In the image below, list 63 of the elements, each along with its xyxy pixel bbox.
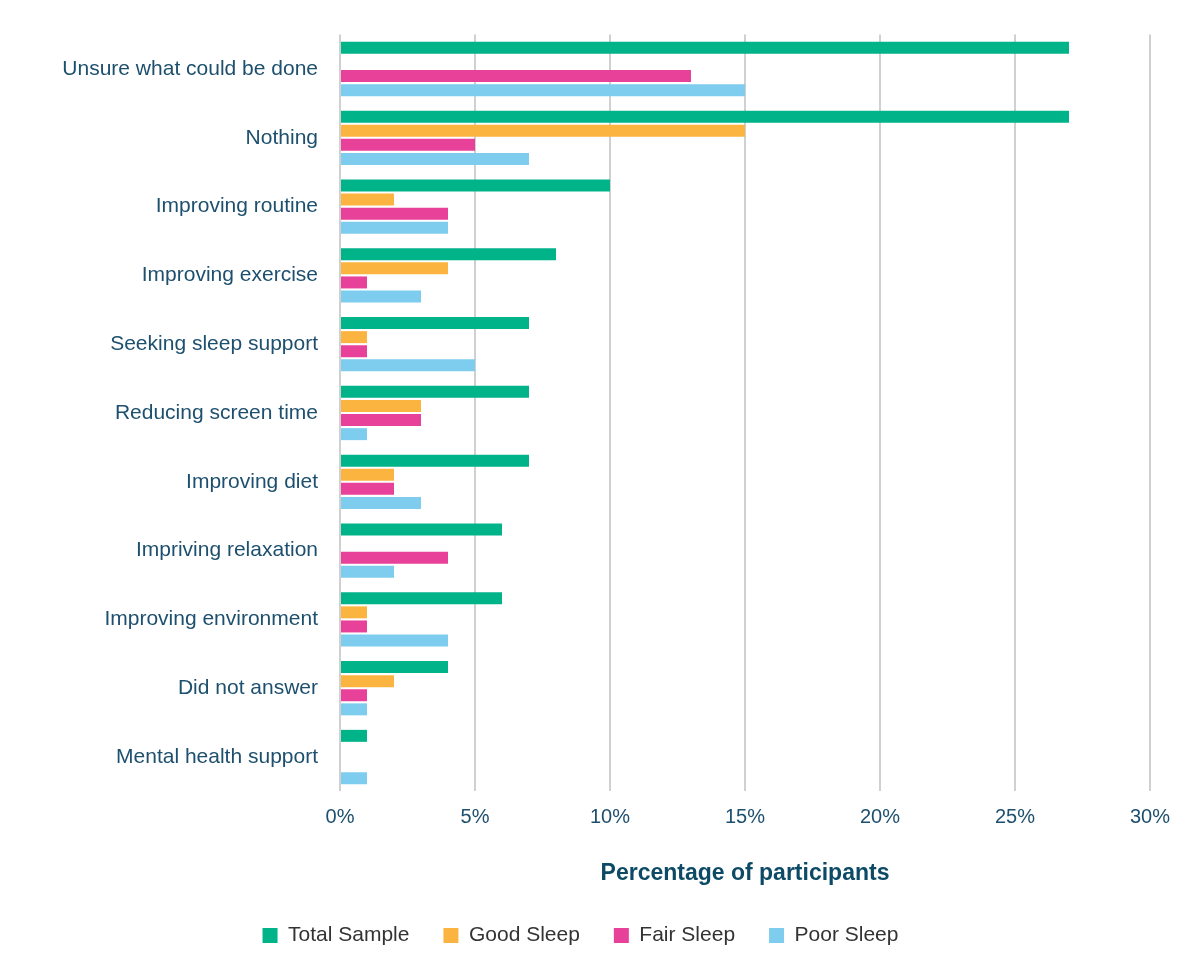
bar xyxy=(341,399,421,412)
bar xyxy=(341,661,448,674)
bar xyxy=(341,331,367,344)
x-axis-title: Percentage of participants xyxy=(600,858,890,885)
y-tick-label: Seeking sleep support xyxy=(110,331,319,354)
y-tick-label: Unsure what could be done xyxy=(62,55,318,79)
bar xyxy=(341,248,556,261)
y-tick-label: Improving diet xyxy=(186,468,319,492)
bar xyxy=(341,689,367,702)
bar xyxy=(341,468,394,481)
bar xyxy=(341,729,367,742)
bar xyxy=(341,496,421,509)
y-tick-label: Nothing xyxy=(245,124,318,148)
bar xyxy=(341,772,367,785)
bar xyxy=(341,428,367,441)
bar xyxy=(341,70,691,83)
x-tick-label: 0% xyxy=(325,804,355,827)
y-tick-label: Impriving relaxation xyxy=(135,537,318,561)
x-tick-label: 30% xyxy=(1129,804,1171,827)
bar xyxy=(341,414,421,427)
bar xyxy=(341,359,475,372)
bar xyxy=(341,675,394,688)
bar xyxy=(341,124,745,137)
bar xyxy=(341,454,529,467)
bar xyxy=(341,606,367,619)
bar xyxy=(341,551,448,564)
y-tick-label: Mental health support xyxy=(116,743,319,767)
bar xyxy=(341,634,448,647)
x-tick-label: 20% xyxy=(859,804,901,827)
bar xyxy=(341,317,529,330)
bar xyxy=(341,592,502,605)
bar xyxy=(341,523,502,536)
x-tick-label: 15% xyxy=(724,804,766,827)
legend-label: Poor Sleep xyxy=(794,922,899,946)
bar xyxy=(341,620,367,633)
bar xyxy=(341,290,421,303)
legend-label: Total Sample xyxy=(288,922,410,946)
bar xyxy=(341,345,367,358)
bar xyxy=(341,41,1069,54)
x-tick-label: 25% xyxy=(994,804,1036,827)
y-tick-label: Reducing screen time xyxy=(114,399,318,423)
bar xyxy=(341,152,529,165)
y-tick-label: Improving exercise xyxy=(141,262,318,286)
bar xyxy=(341,84,745,97)
legend-label: Good Sleep xyxy=(468,922,580,946)
bar xyxy=(341,179,610,192)
y-tick-label: Did not answer xyxy=(177,675,318,698)
bar xyxy=(341,703,367,716)
x-tick-label: 5% xyxy=(460,804,490,827)
x-tick-label: 10% xyxy=(589,804,631,827)
y-tick-label: Improving routine xyxy=(155,193,318,217)
bar xyxy=(341,262,448,275)
bar xyxy=(341,138,475,151)
legend-label: Fair Sleep xyxy=(639,922,736,946)
bar xyxy=(341,385,529,398)
bar xyxy=(341,207,448,220)
bar xyxy=(341,193,394,206)
bar xyxy=(341,276,367,289)
bar xyxy=(341,110,1069,123)
bar xyxy=(341,482,394,495)
y-tick-label: Improving environment xyxy=(104,606,319,630)
bar xyxy=(341,221,448,234)
bar xyxy=(341,565,394,578)
